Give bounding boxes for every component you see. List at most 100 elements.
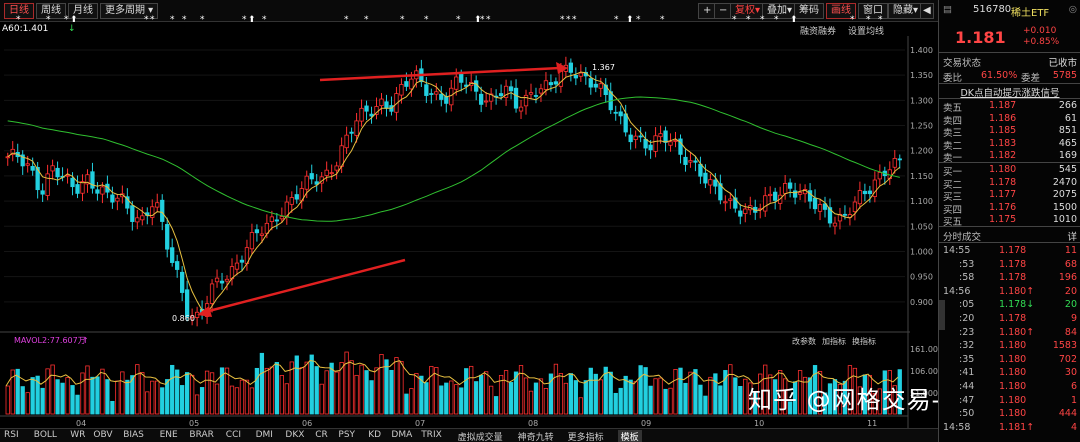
volume-bar	[105, 379, 110, 415]
volume-bar	[155, 380, 160, 415]
tick-volume: 4	[1070, 421, 1077, 433]
volume-bar	[698, 384, 703, 415]
tick-time: :44	[959, 381, 975, 392]
price-change: +0.010	[1023, 26, 1057, 36]
volume-bar	[379, 354, 384, 415]
indicator-tab[interactable]: BOLL	[33, 430, 57, 440]
indicator-tab[interactable]: CCI	[225, 430, 242, 440]
volume-bar	[723, 370, 728, 415]
info-icon[interactable]: ◎	[1068, 4, 1077, 15]
menu-icon[interactable]: ▤	[943, 4, 952, 15]
draw-line-button[interactable]: 画线	[826, 3, 856, 19]
signal-star: *	[572, 15, 577, 25]
x-axis-labels: 04 05 06 07 08 09 10 11	[0, 415, 908, 428]
volume-bar	[115, 380, 120, 415]
indicator-tab[interactable]: 神奇九转	[517, 433, 554, 442]
indicator-tab[interactable]: 更多指标	[567, 433, 604, 442]
dk-signal-link[interactable]: DK点自动提示涨跌信号	[960, 88, 1060, 99]
candle-body	[553, 81, 559, 85]
indicator-tab[interactable]: CR	[315, 430, 328, 440]
indicator-tab[interactable]: BRAR	[189, 430, 214, 440]
indicator-tab[interactable]: BIAS	[123, 430, 144, 440]
weicha-value: 5785	[1052, 70, 1077, 81]
volume-bar	[180, 385, 185, 415]
signal-star: *	[760, 15, 765, 25]
volume-bar	[743, 378, 748, 415]
volume-bar	[85, 365, 90, 415]
level-label: 买三	[943, 192, 963, 203]
indicator-tab[interactable]: DMA	[391, 430, 413, 440]
ma-label: A60:1.401	[2, 24, 49, 34]
candle-body	[503, 85, 509, 98]
candle-body	[459, 73, 464, 83]
ticks-scrollbar[interactable]	[939, 300, 945, 330]
level-label: 卖四	[943, 115, 963, 127]
tab-daily[interactable]: 日线	[4, 3, 34, 19]
tick-price: 1.180↑	[999, 326, 1035, 338]
indicator-tab[interactable]: PSY	[338, 430, 356, 440]
indicator-tab[interactable]: KD	[368, 430, 382, 440]
y-tick-label: 1.100	[910, 197, 933, 206]
tab-more-periods[interactable]: 更多周期 ▾	[100, 3, 159, 19]
tick-time: :58	[959, 272, 975, 284]
volume-bar	[653, 378, 658, 415]
candle-body	[643, 138, 648, 149]
candle-body	[488, 93, 494, 102]
ticks-detail-link[interactable]: 详	[1067, 232, 1077, 243]
tick-volume: 444	[1058, 408, 1077, 420]
volume-bar	[384, 359, 389, 415]
level-label: 买四	[943, 204, 963, 216]
candle-body	[827, 207, 833, 224]
window-button[interactable]: 窗口	[858, 3, 888, 19]
tab-monthly[interactable]: 月线	[68, 3, 98, 19]
overlay-button[interactable]: 叠加▾	[762, 3, 798, 19]
tick-volume: 9	[1070, 313, 1077, 324]
candle-body	[618, 111, 623, 117]
volume-bar	[229, 385, 235, 415]
volume-bar	[488, 385, 494, 415]
volume-bar	[693, 369, 698, 415]
indicator-tab[interactable]: DKX	[285, 430, 305, 440]
margin-trading-link[interactable]: 融资融券	[800, 27, 837, 37]
tick-price: 1.178	[999, 313, 1027, 324]
candle-body	[483, 100, 489, 103]
candle-body	[787, 182, 793, 189]
volume-bar	[125, 379, 130, 415]
volume-bar	[40, 387, 45, 415]
volume-bar	[613, 392, 618, 415]
volume-bar	[364, 370, 369, 415]
set-ma-link[interactable]: 设置均线	[848, 27, 885, 37]
indicator-tab[interactable]: RSI	[4, 430, 19, 440]
candle-body	[170, 247, 175, 263]
candle-body	[184, 289, 190, 317]
volume-bar	[289, 361, 294, 415]
indicator-tab[interactable]: 虚拟成交量	[457, 433, 503, 442]
nav-left-icon[interactable]: ◀	[920, 3, 934, 19]
indicator-tab[interactable]: DMI	[255, 430, 273, 440]
tab-weekly[interactable]: 周线	[36, 3, 66, 19]
indicator-tab[interactable]: OBV	[93, 430, 113, 440]
level-price: 1.185	[989, 125, 1017, 136]
signal-star: *	[182, 15, 187, 25]
x-tick-label: 09	[641, 419, 651, 428]
chips-button[interactable]: 筹码	[794, 3, 824, 19]
indicator-tab[interactable]: ENE	[159, 430, 178, 440]
volume-bar	[783, 378, 788, 415]
kline-chart[interactable]: 1.400 1.350 1.300 1.250 1.200 1.150 1.100 1.050…	[0, 36, 938, 428]
volume-bar	[409, 388, 414, 415]
candle-body	[160, 199, 165, 222]
tick-volume: 1583	[1052, 340, 1077, 352]
candle-body	[892, 158, 897, 168]
hide-button[interactable]: 隐藏▾	[888, 3, 924, 19]
indicator-tab[interactable]: 模板	[617, 430, 642, 442]
volume-bar	[633, 381, 638, 415]
indicator-tab[interactable]: TRIX	[421, 430, 442, 440]
volume-bar	[628, 379, 633, 415]
volume-bar	[55, 379, 60, 415]
ma-arrow-icon: ↓	[68, 24, 76, 34]
volume-bar	[548, 373, 554, 415]
volume-bar	[259, 352, 265, 415]
indicator-tab[interactable]: WR	[70, 430, 86, 440]
volume-bar	[663, 388, 668, 415]
volume-bar	[857, 386, 863, 415]
